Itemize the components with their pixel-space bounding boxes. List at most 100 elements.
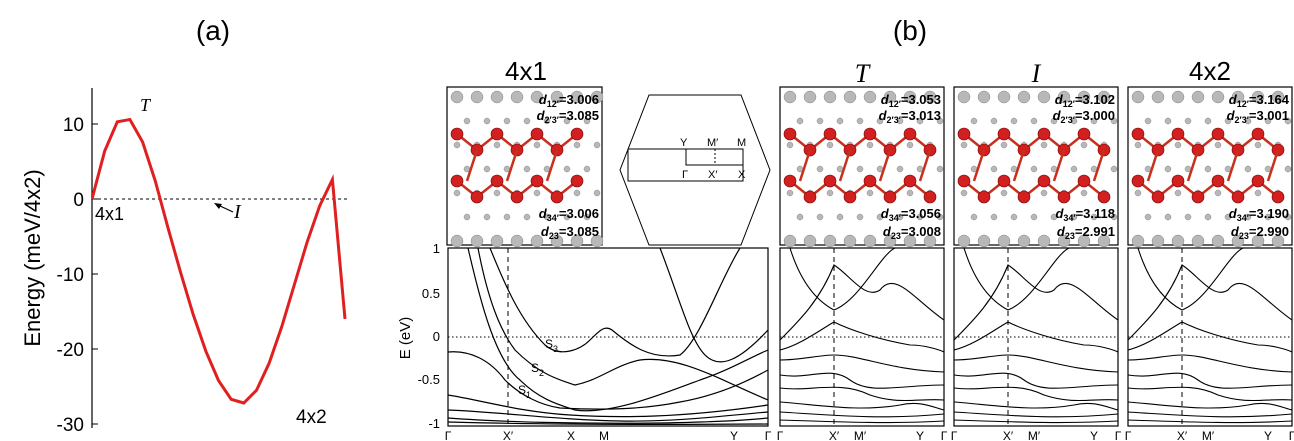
lattice-atom: [523, 213, 531, 221]
red-atom: [550, 190, 564, 204]
lattice-atom: [816, 117, 824, 125]
label-S3: S: [545, 337, 553, 351]
lattice-atom: [783, 234, 797, 248]
bz-Gamma: Γ: [682, 169, 688, 181]
lattice-atom: [866, 141, 874, 149]
lattice-atom: [573, 141, 581, 149]
xtick: Γ: [1125, 429, 1132, 441]
red-atom: [1131, 127, 1145, 141]
lattice-atom: [1204, 213, 1212, 221]
lattice-atom: [493, 189, 501, 197]
lattice-atom: [570, 234, 584, 248]
lattice-atom: [543, 213, 551, 221]
xtick: Y: [1264, 429, 1272, 441]
lattice-atom: [503, 117, 511, 125]
red-atom: [1171, 174, 1185, 188]
red-atom: [1251, 174, 1265, 188]
lattice-atom: [563, 117, 571, 125]
structure-T: [779, 86, 945, 248]
lattice-atom: [816, 213, 824, 221]
lattice-atom: [876, 117, 884, 125]
lattice-atom: [1144, 213, 1152, 221]
bands-I: Γ X′ M′ Y Γ: [951, 247, 1122, 441]
lattice-atom: [583, 213, 591, 221]
red-atom: [863, 174, 877, 188]
lattice-atom: [866, 189, 874, 197]
lattice-atom: [1224, 213, 1232, 221]
red-atom: [490, 127, 504, 141]
lattice-atom: [843, 234, 857, 248]
bz-Xprime: X′: [708, 169, 717, 181]
lattice-atom: [1030, 117, 1038, 125]
lattice-atom: [960, 141, 968, 149]
lattice-atom: [1144, 117, 1152, 125]
distance-label: d2′3′=3.013: [879, 108, 941, 125]
band-ytick-0: 0: [433, 329, 440, 344]
lattice-atom: [1037, 234, 1051, 248]
xtick: Γ: [777, 429, 784, 441]
distance-label: d2′3′=3.085: [537, 108, 599, 125]
title-T: T: [855, 59, 871, 88]
distance-label: d23=2.990: [1231, 224, 1289, 241]
lattice-atom: [896, 165, 904, 173]
xtick: X: [567, 429, 575, 441]
lattice-atom: [463, 117, 471, 125]
lattice-atom: [1244, 213, 1252, 221]
lattice-atom: [583, 165, 591, 173]
band-ytick-m0.5: -0.5: [418, 372, 440, 387]
label-4x2-end: 4x2: [296, 407, 327, 428]
lattice-atom: [1070, 117, 1078, 125]
xtick: Y: [1090, 429, 1098, 441]
lattice-atom: [1184, 117, 1192, 125]
panel-a-ticks: [92, 123, 98, 425]
xtick: M: [599, 429, 609, 441]
lattice-atom: [1110, 165, 1118, 173]
xtick: X′: [829, 429, 840, 441]
lattice-atom: [590, 234, 604, 248]
label-S2: S: [531, 361, 539, 375]
lattice-atom: [990, 165, 998, 173]
red-atom: [530, 127, 544, 141]
lattice-atom: [1097, 90, 1111, 104]
lattice-atom: [1204, 165, 1212, 173]
lattice-atom: [1057, 90, 1071, 104]
lattice-atom: [970, 213, 978, 221]
lattice-atom: [1164, 213, 1172, 221]
lattice-atom: [530, 90, 544, 104]
lattice-atom: [957, 234, 971, 248]
band-ytick-1: 1: [433, 241, 440, 256]
red-atom: [1191, 190, 1205, 204]
distance-label: d34′=3.006: [539, 206, 599, 223]
lattice-atom: [936, 117, 944, 125]
lattice-atom: [826, 141, 834, 149]
red-atom: [977, 190, 991, 204]
lattice-atom: [450, 234, 464, 248]
red-atom: [450, 174, 464, 188]
lattice-atom: [1070, 165, 1078, 173]
lattice-atom: [453, 189, 461, 197]
lattice-atom: [803, 234, 817, 248]
red-atom: [1037, 174, 1051, 188]
lattice-atom: [1244, 165, 1252, 173]
lattice-atom: [1211, 234, 1225, 248]
red-atom: [510, 190, 524, 204]
red-atom: [1231, 190, 1245, 204]
lattice-atom: [543, 117, 551, 125]
lattice-atom: [563, 213, 571, 221]
band-ytick-m1: -1: [428, 416, 440, 431]
distance-label: d2′3′=3.001: [1227, 108, 1289, 125]
lattice-atom: [1010, 117, 1018, 125]
lattice-atom: [1040, 189, 1048, 197]
structure-I: [953, 86, 1119, 248]
lattice-atom: [523, 165, 531, 173]
red-atom: [903, 174, 917, 188]
lattice-atom: [1151, 90, 1165, 104]
lattice-atom: [1284, 213, 1292, 221]
red-atom: [823, 127, 837, 141]
label-S3-sub: 3: [553, 344, 558, 354]
red-atom: [1037, 127, 1051, 141]
lattice-atom: [826, 189, 834, 197]
panel-a-ylabel: Energy (meV/4x2): [20, 169, 45, 346]
red-atom: [570, 174, 584, 188]
lattice-atom: [843, 90, 857, 104]
